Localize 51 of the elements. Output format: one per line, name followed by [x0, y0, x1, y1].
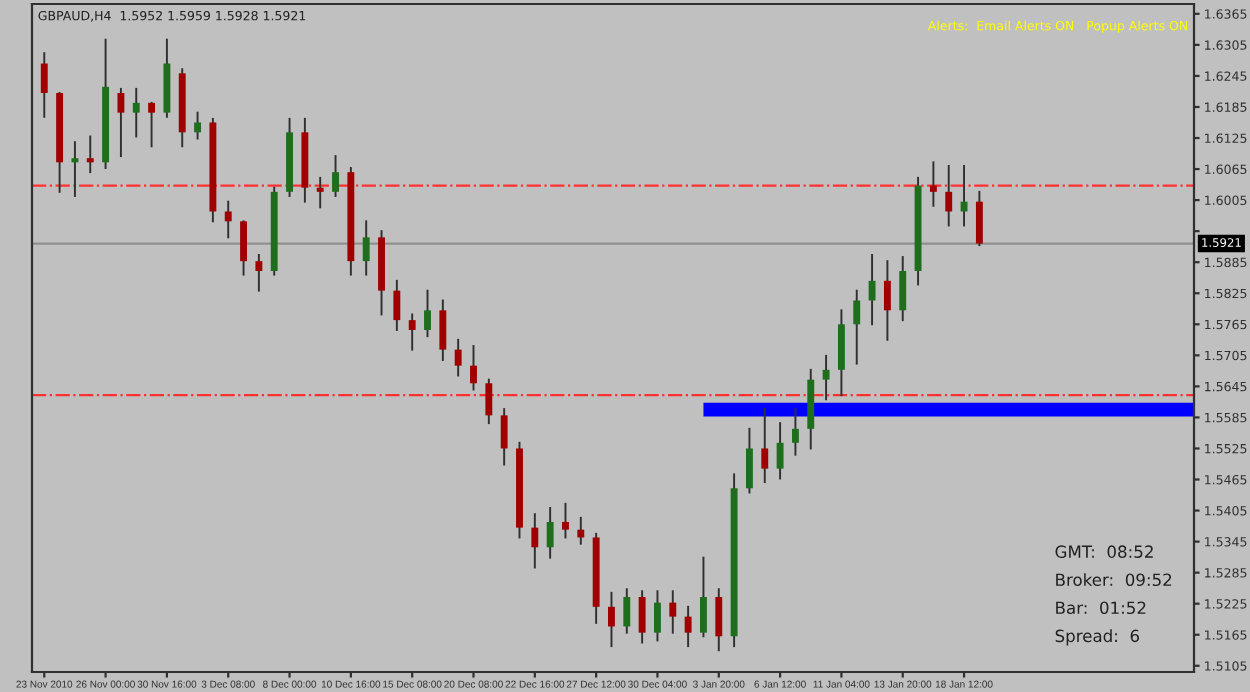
- candlestick: [853, 289, 861, 365]
- annotation: GMT: 08:52: [1055, 545, 1153, 558]
- candlestick: [883, 260, 891, 341]
- candlestick: [684, 605, 692, 648]
- candlestick: [500, 408, 508, 466]
- candlestick: [362, 220, 370, 276]
- candlestick: [623, 588, 631, 634]
- candlestick: [929, 161, 937, 207]
- annotation: Spread: 6: [1055, 629, 1140, 646]
- candlestick: [316, 176, 324, 209]
- candlestick: [945, 164, 953, 227]
- annotation: Broker: 09:52: [1056, 573, 1172, 587]
- candlestick: [654, 590, 661, 642]
- candlestick: [608, 591, 615, 648]
- candlestick: [960, 164, 968, 227]
- candlestick: [669, 590, 677, 634]
- candlestick: [546, 507, 554, 559]
- candlestick: [899, 256, 907, 322]
- candlestick: [700, 556, 707, 638]
- candlestick: [194, 111, 202, 140]
- candlestick: [224, 200, 232, 239]
- candlestick: [332, 155, 339, 197]
- annotation: Bar: 01:52: [1056, 601, 1146, 615]
- candlestick: [531, 513, 539, 569]
- candlestick: [40, 52, 48, 118]
- candlestick: [240, 220, 247, 276]
- candlestick: [439, 299, 447, 361]
- candlestick: [393, 279, 401, 331]
- candlestick: [822, 354, 830, 401]
- candlestick: [424, 289, 431, 338]
- candlestick: [132, 87, 140, 138]
- candlestick: [761, 408, 769, 484]
- candlestick: [975, 190, 983, 247]
- candlestick: [715, 588, 723, 652]
- candlestick: [148, 101, 156, 148]
- candlestick: [577, 516, 585, 545]
- candlestick: [470, 345, 477, 391]
- candlestick: [86, 135, 94, 174]
- candlestick: [837, 309, 845, 397]
- candlestick: [255, 253, 263, 292]
- candlestick: [745, 427, 753, 494]
- candlestick: [71, 141, 79, 197]
- candlestick: [485, 378, 493, 425]
- candlestick: [868, 253, 876, 326]
- candlestick: [562, 502, 569, 539]
- candlestick: [776, 422, 784, 480]
- candlestick: [117, 87, 125, 158]
- candlestick: [454, 338, 462, 377]
- candlestick: [638, 590, 646, 644]
- candlestick: [408, 313, 416, 351]
- candlestick: [791, 408, 799, 456]
